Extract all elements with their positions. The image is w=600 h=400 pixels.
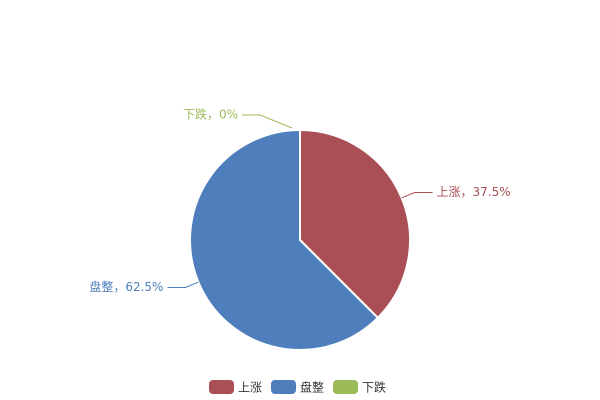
data-label: 下跌，0% [183,107,238,122]
data-label: 盘整，62.5% [89,279,163,294]
label-line [401,192,433,199]
pie-slice [189,128,380,351]
label-line [242,114,293,129]
legend-label[interactable]: 下跌 [362,380,386,395]
legend-label[interactable]: 盘整 [300,380,324,395]
legend-swatch[interactable] [333,380,358,394]
data-label: 上涨，37.5% [437,184,511,199]
legend-label[interactable]: 上涨 [238,380,262,395]
legend-swatch[interactable] [271,380,296,394]
legend-swatch[interactable] [209,380,234,394]
label-line [167,281,199,288]
